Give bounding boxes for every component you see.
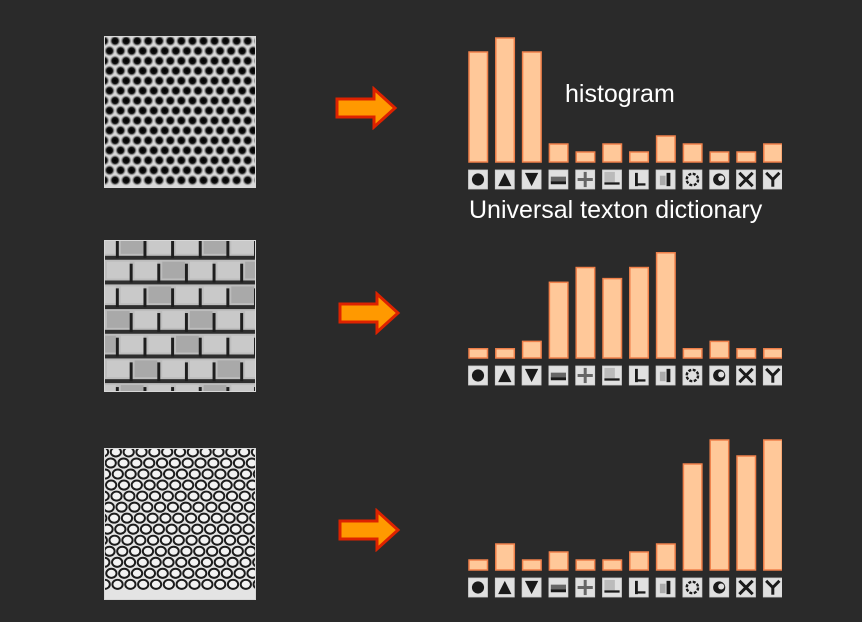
texture-brick-wall <box>104 240 256 392</box>
texton-thumbnail <box>494 577 515 598</box>
histogram-bar <box>763 439 782 571</box>
histogram-bar <box>602 559 623 571</box>
texton-thumbnail <box>468 577 488 598</box>
texton-thumbnail <box>628 169 649 190</box>
histogram-bar <box>495 348 516 359</box>
texton-thumbnail <box>575 577 596 598</box>
histogram-bar <box>575 151 596 163</box>
texton-thumbnail <box>575 169 596 190</box>
texture-dot-grid <box>104 36 256 188</box>
texton-thumbnail <box>655 365 676 386</box>
texton-thumbnail <box>575 365 596 386</box>
texton-thumbnail <box>521 365 542 386</box>
texton-thumbnail <box>548 365 569 386</box>
texton-dictionary-label: Universal texton dictionary <box>469 196 763 224</box>
texton-thumbnail <box>655 169 676 190</box>
arrow-right-icon <box>337 291 401 335</box>
histogram-bar <box>468 348 489 359</box>
texton-thumbnail <box>762 169 782 190</box>
texton-thumbnail <box>494 365 515 386</box>
histogram-chart-1 <box>462 30 782 192</box>
histogram-chart-2 <box>462 236 782 388</box>
histogram-bar <box>468 51 489 163</box>
texton-thumbnail <box>682 365 703 386</box>
texton-thumbnail <box>521 169 542 190</box>
texton-thumbnail <box>602 577 622 598</box>
histogram-bar <box>709 151 730 163</box>
histogram-bar <box>629 266 650 359</box>
histogram-bar <box>655 135 676 163</box>
histogram-bar <box>736 348 757 359</box>
histogram-bar <box>682 143 703 163</box>
texton-thumbnail <box>521 577 542 598</box>
histogram-bar <box>629 151 650 163</box>
texton-thumbnail <box>602 169 622 190</box>
arrow-right-icon <box>337 508 401 552</box>
histogram-3-svg <box>468 439 782 598</box>
histogram-bar <box>709 439 730 571</box>
arrow-right-icon <box>334 86 398 130</box>
histogram-bar <box>763 348 782 359</box>
texton-thumbnail <box>602 365 622 386</box>
histogram-chart-3 <box>462 438 782 604</box>
histogram-bar <box>602 277 623 359</box>
texton-thumbnail <box>709 365 730 386</box>
histogram-bar <box>575 559 596 571</box>
histogram-bar <box>629 551 650 571</box>
texton-thumbnail <box>736 577 756 598</box>
texton-thumbnail <box>762 577 782 598</box>
histogram-bar <box>682 463 703 571</box>
histogram-bar <box>655 543 676 571</box>
texton-thumbnail <box>709 169 730 190</box>
histogram-bar <box>521 340 542 359</box>
texton-thumbnail <box>628 365 649 386</box>
histogram-bar <box>655 252 676 359</box>
histogram-bar <box>736 151 757 163</box>
texton-thumbnail <box>468 365 488 386</box>
texton-thumbnail <box>548 169 569 190</box>
texture-cellular-mesh <box>104 448 256 600</box>
histogram-bar <box>736 455 757 571</box>
histogram-2-svg <box>468 252 782 386</box>
texton-thumbnail <box>682 577 703 598</box>
texton-thumbnail <box>468 169 488 190</box>
histogram-bar <box>575 266 596 359</box>
cellular-mesh-image <box>105 449 255 599</box>
dot-grid-image <box>105 37 255 187</box>
histogram-bar <box>521 559 542 571</box>
texton-thumbnail <box>655 577 676 598</box>
histogram-bar <box>548 551 569 571</box>
brick-wall-image <box>105 241 255 391</box>
texton-thumbnail <box>736 365 756 386</box>
texton-thumbnail <box>548 577 569 598</box>
texton-thumbnail <box>682 169 703 190</box>
histogram-1-svg <box>468 37 782 190</box>
histogram-bar <box>548 143 569 163</box>
histogram-bar <box>468 559 489 571</box>
histogram-bar <box>709 340 730 359</box>
histogram-bar <box>548 281 569 359</box>
histogram-bar <box>495 543 516 571</box>
histogram-bar <box>682 348 703 359</box>
histogram-bar <box>602 143 623 163</box>
texton-thumbnail <box>494 169 515 190</box>
texton-thumbnail <box>736 169 756 190</box>
histogram-label: histogram <box>565 80 675 108</box>
texton-thumbnail <box>709 577 730 598</box>
histogram-bar <box>521 51 542 163</box>
texton-thumbnail <box>628 577 649 598</box>
texton-thumbnail <box>762 365 782 386</box>
histogram-bar <box>495 37 516 163</box>
histogram-bar <box>763 143 782 163</box>
